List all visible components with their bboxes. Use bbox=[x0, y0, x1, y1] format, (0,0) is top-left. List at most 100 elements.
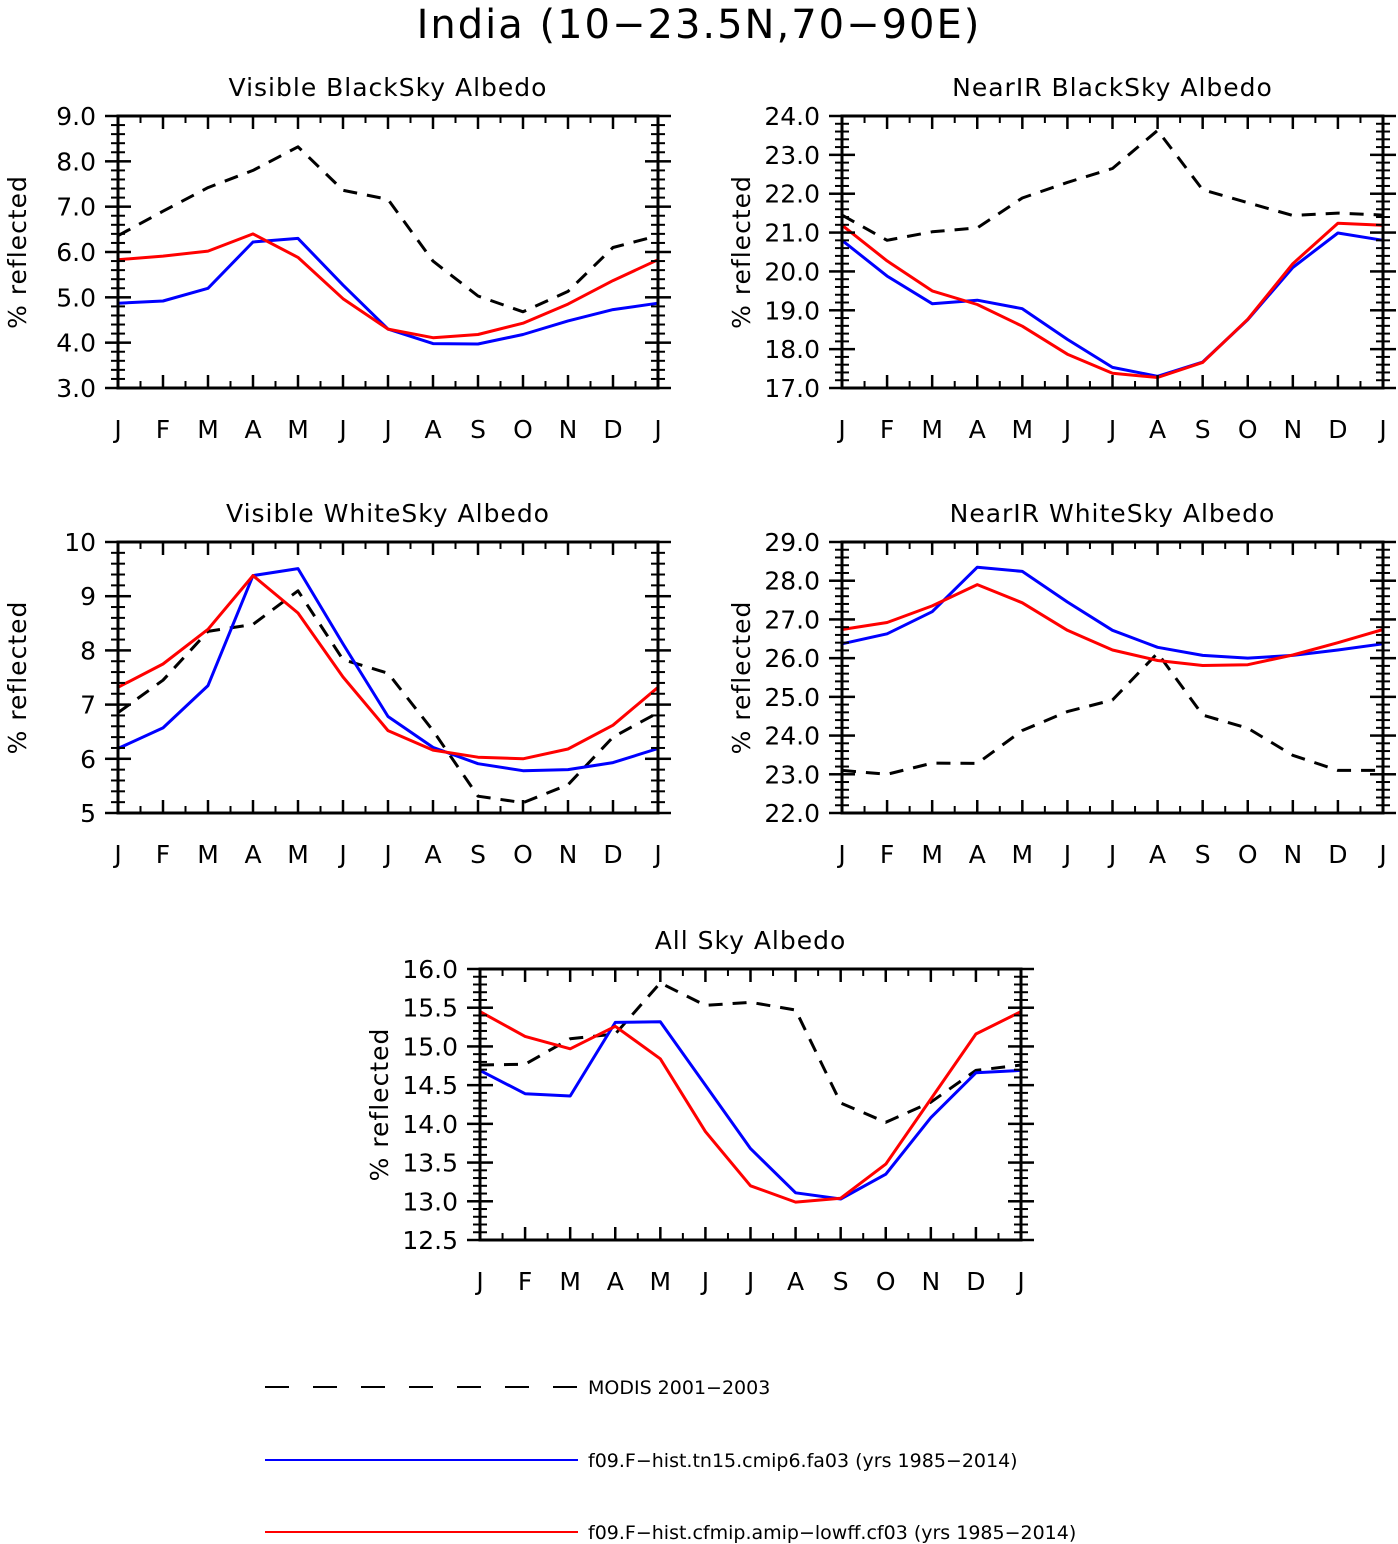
legend-label-cmip6: f09.F−hist.tn15.cmip6.fa03 (yrs 1985−201… bbox=[588, 1450, 1018, 1472]
legend: MODIS 2001−2003 f09.F−hist.tn15.cmip6.fa… bbox=[265, 1377, 1076, 1544]
x-tick-label: S bbox=[1195, 840, 1211, 869]
x-tick-label: D bbox=[603, 415, 622, 444]
y-tick-label: 23.0 bbox=[764, 760, 820, 789]
x-tick-label: A bbox=[969, 415, 986, 444]
y-tick-label: 5 bbox=[80, 799, 96, 828]
y-tick-label: 6.0 bbox=[56, 238, 96, 267]
x-tick-label: A bbox=[787, 1267, 804, 1296]
y-axis-label: % reflected bbox=[727, 601, 756, 755]
series-line-modis bbox=[479, 981, 1022, 1124]
x-tick-label: A bbox=[424, 415, 441, 444]
series-line-modis bbox=[117, 145, 659, 314]
plot-frame bbox=[840, 540, 1385, 815]
x-tick-label: J bbox=[700, 1267, 709, 1296]
x-tick-label: M bbox=[1012, 840, 1034, 869]
x-tick-label: F bbox=[880, 415, 894, 444]
x-tick-label: J bbox=[836, 415, 845, 444]
x-tick-label: A bbox=[969, 840, 986, 869]
series-line-cfmip bbox=[117, 574, 659, 761]
y-tick-label: 13.0 bbox=[402, 1187, 458, 1216]
x-tick-label: O bbox=[1238, 840, 1258, 869]
x-tick-label: J bbox=[745, 1267, 754, 1296]
y-tick-label: 17.0 bbox=[764, 374, 820, 403]
x-tick-label: J bbox=[382, 840, 391, 869]
y-tick-label: 24.0 bbox=[764, 722, 820, 751]
y-tick-label: 4.0 bbox=[56, 329, 96, 358]
x-tick-label: F bbox=[156, 840, 170, 869]
series-line-cmip6 bbox=[841, 231, 1384, 378]
panel-title: Visible WhiteSky Albedo bbox=[226, 499, 550, 528]
y-tick-label: 18.0 bbox=[764, 335, 820, 364]
x-tick-label: D bbox=[1328, 415, 1347, 444]
x-tick-label: J bbox=[652, 415, 661, 444]
x-tick-label: O bbox=[1238, 415, 1258, 444]
plot-frame bbox=[478, 967, 1023, 1242]
x-tick-label: J bbox=[1377, 840, 1386, 869]
x-tick-label: M bbox=[921, 840, 943, 869]
x-tick-label: J bbox=[382, 415, 391, 444]
x-tick-label: J bbox=[1062, 415, 1071, 444]
x-tick-label: M bbox=[197, 840, 219, 869]
series-line-cmip6 bbox=[841, 565, 1384, 660]
series-line-modis bbox=[117, 589, 659, 805]
x-tick-label: D bbox=[966, 1267, 985, 1296]
plot-frame bbox=[840, 114, 1385, 390]
panel-title: NearIR BlackSky Albedo bbox=[952, 73, 1273, 102]
y-tick-label: 5.0 bbox=[56, 283, 96, 312]
y-tick-label: 3.0 bbox=[56, 374, 96, 403]
y-tick-label: 23.0 bbox=[764, 141, 820, 170]
y-tick-label: 16.0 bbox=[402, 955, 458, 984]
x-tick-label: S bbox=[1195, 415, 1211, 444]
y-tick-label: 14.5 bbox=[402, 1071, 458, 1100]
y-tick-label: 10 bbox=[64, 528, 96, 557]
series-line-cmip6 bbox=[117, 567, 659, 773]
x-tick-label: M bbox=[650, 1267, 672, 1296]
x-tick-label: N bbox=[559, 415, 578, 444]
y-tick-label: 9 bbox=[80, 582, 96, 611]
x-tick-label: J bbox=[1015, 1267, 1024, 1296]
x-tick-label: J bbox=[112, 840, 121, 869]
x-tick-label: J bbox=[337, 415, 346, 444]
x-tick-label: N bbox=[1283, 840, 1302, 869]
panel-visible-blacksky-albedo: J F M A M J J A S O N D J3.04.05.06.07.08.09.0Visibl… bbox=[3, 73, 671, 444]
plot-frame bbox=[116, 540, 660, 815]
y-tick-label: 13.5 bbox=[402, 1149, 458, 1178]
y-tick-label: 7 bbox=[80, 691, 96, 720]
x-tick-label: A bbox=[607, 1267, 624, 1296]
panel-nearir-whitesky-albedo: J F M A M J J A S O N D J22.023.024.025.026.027.028.… bbox=[727, 499, 1396, 869]
x-tick-label: M bbox=[559, 1267, 581, 1296]
panel-all-sky-albedo: J F M A M J J A S O N D J12.513.013.514.014.515.015.… bbox=[365, 926, 1034, 1296]
x-tick-label: J bbox=[112, 415, 121, 444]
page-title: India (10−23.5N,70−90E) bbox=[416, 2, 982, 48]
x-tick-label: D bbox=[1328, 840, 1347, 869]
series-line-cmip6 bbox=[479, 1020, 1022, 1201]
y-tick-label: 26.0 bbox=[764, 644, 820, 673]
series-line-cfmip bbox=[117, 232, 659, 340]
y-tick-label: 7.0 bbox=[56, 193, 96, 222]
x-tick-label: N bbox=[559, 840, 578, 869]
x-tick-label: M bbox=[921, 415, 943, 444]
x-tick-label: M bbox=[287, 840, 309, 869]
y-tick-label: 29.0 bbox=[764, 528, 820, 557]
y-tick-label: 8.0 bbox=[56, 147, 96, 176]
panel-title: Visible BlackSky Albedo bbox=[229, 73, 548, 102]
x-tick-label: J bbox=[474, 1267, 483, 1296]
series-line-modis bbox=[841, 128, 1384, 242]
y-tick-label: 27.0 bbox=[764, 605, 820, 634]
legend-label-modis: MODIS 2001−2003 bbox=[588, 1377, 770, 1399]
x-tick-label: A bbox=[1149, 415, 1166, 444]
x-tick-label: A bbox=[244, 415, 261, 444]
y-tick-label: 25.0 bbox=[764, 683, 820, 712]
x-tick-label: A bbox=[424, 840, 441, 869]
y-tick-label: 8 bbox=[80, 636, 96, 665]
x-tick-label: A bbox=[244, 840, 261, 869]
x-tick-label: A bbox=[1149, 840, 1166, 869]
y-tick-label: 19.0 bbox=[764, 296, 820, 325]
y-axis-label: % reflected bbox=[727, 175, 756, 329]
x-tick-label: F bbox=[156, 415, 170, 444]
y-tick-label: 24.0 bbox=[764, 102, 820, 131]
x-tick-label: J bbox=[652, 840, 661, 869]
x-tick-label: D bbox=[603, 840, 622, 869]
x-tick-label: J bbox=[1107, 415, 1116, 444]
